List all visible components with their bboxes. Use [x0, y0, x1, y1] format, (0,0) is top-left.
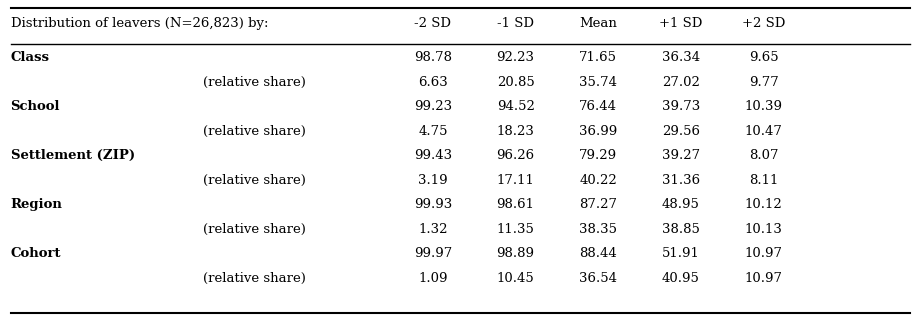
- Text: (relative share): (relative share): [204, 125, 307, 138]
- Text: 11.35: 11.35: [496, 223, 534, 236]
- Text: 3.19: 3.19: [418, 174, 448, 187]
- Text: 39.73: 39.73: [662, 100, 700, 113]
- Text: 36.54: 36.54: [579, 272, 617, 285]
- Text: 38.35: 38.35: [579, 223, 617, 236]
- Text: (relative share): (relative share): [204, 272, 307, 285]
- Text: 29.56: 29.56: [662, 125, 700, 138]
- Text: 92.23: 92.23: [496, 51, 534, 65]
- Text: 71.65: 71.65: [579, 51, 617, 65]
- Text: 98.61: 98.61: [496, 198, 534, 212]
- Text: 35.74: 35.74: [579, 76, 617, 89]
- Text: 1.32: 1.32: [418, 223, 448, 236]
- Text: (relative share): (relative share): [204, 223, 307, 236]
- Text: 10.97: 10.97: [744, 272, 783, 285]
- Text: 36.99: 36.99: [579, 125, 617, 138]
- Text: -2 SD: -2 SD: [414, 17, 451, 30]
- Text: 9.65: 9.65: [749, 51, 778, 65]
- Text: Distribution of leavers (N=26,823) by:: Distribution of leavers (N=26,823) by:: [10, 17, 268, 30]
- Text: 10.97: 10.97: [744, 247, 783, 260]
- Text: 40.22: 40.22: [579, 174, 617, 187]
- Text: 38.85: 38.85: [662, 223, 700, 236]
- Text: Settlement (ZIP): Settlement (ZIP): [10, 150, 134, 162]
- Text: 39.27: 39.27: [662, 150, 700, 162]
- Text: 79.29: 79.29: [579, 150, 617, 162]
- Text: +1 SD: +1 SD: [659, 17, 703, 30]
- Text: 99.43: 99.43: [414, 150, 452, 162]
- Text: School: School: [10, 100, 60, 113]
- Text: 96.26: 96.26: [496, 150, 535, 162]
- Text: 10.12: 10.12: [745, 198, 782, 212]
- Text: 10.45: 10.45: [496, 272, 534, 285]
- Text: 98.89: 98.89: [496, 247, 534, 260]
- Text: 51.91: 51.91: [662, 247, 700, 260]
- Text: Class: Class: [10, 51, 50, 65]
- Text: 8.11: 8.11: [749, 174, 778, 187]
- Text: 10.47: 10.47: [744, 125, 783, 138]
- Text: 10.13: 10.13: [744, 223, 783, 236]
- Text: 31.36: 31.36: [662, 174, 700, 187]
- Text: 17.11: 17.11: [496, 174, 534, 187]
- Text: Mean: Mean: [579, 17, 617, 30]
- Text: 40.95: 40.95: [662, 272, 700, 285]
- Text: 99.23: 99.23: [414, 100, 452, 113]
- Text: Cohort: Cohort: [10, 247, 61, 260]
- Text: 76.44: 76.44: [579, 100, 617, 113]
- Text: Region: Region: [10, 198, 63, 212]
- Text: 6.63: 6.63: [418, 76, 448, 89]
- Text: 9.77: 9.77: [749, 76, 778, 89]
- Text: 8.07: 8.07: [749, 150, 778, 162]
- Text: 99.97: 99.97: [414, 247, 452, 260]
- Text: 48.95: 48.95: [662, 198, 700, 212]
- Text: +2 SD: +2 SD: [741, 17, 786, 30]
- Text: 1.09: 1.09: [418, 272, 448, 285]
- Text: 10.39: 10.39: [744, 100, 783, 113]
- Text: 4.75: 4.75: [418, 125, 448, 138]
- Text: (relative share): (relative share): [204, 76, 307, 89]
- Text: 87.27: 87.27: [579, 198, 617, 212]
- Text: -1 SD: -1 SD: [497, 17, 534, 30]
- Text: 20.85: 20.85: [496, 76, 534, 89]
- Text: 18.23: 18.23: [496, 125, 534, 138]
- Text: 36.34: 36.34: [662, 51, 700, 65]
- Text: 98.78: 98.78: [414, 51, 452, 65]
- Text: (relative share): (relative share): [204, 174, 307, 187]
- Text: 99.93: 99.93: [414, 198, 452, 212]
- Text: 94.52: 94.52: [496, 100, 534, 113]
- Text: 27.02: 27.02: [662, 76, 700, 89]
- Text: 88.44: 88.44: [579, 247, 617, 260]
